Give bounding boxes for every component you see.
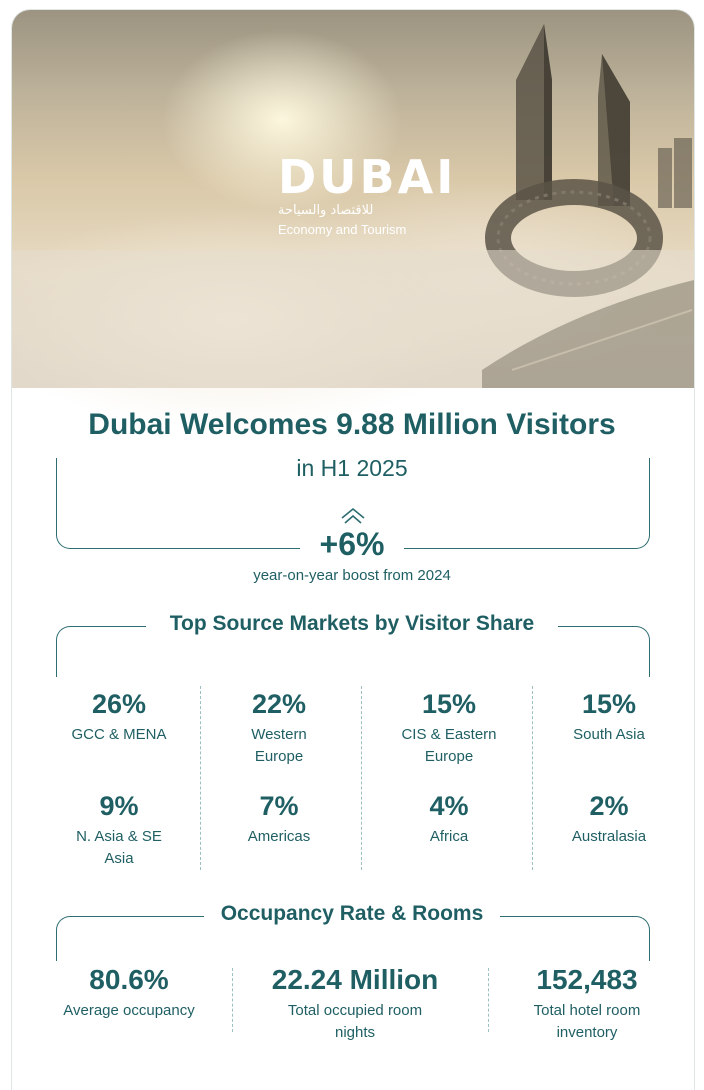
occupancy-value: 80.6% [89, 964, 169, 995]
market-share: 9% [99, 791, 139, 821]
market-stat: 7% Americas [204, 788, 354, 848]
market-stat: 2% Australasia [534, 788, 684, 848]
market-label: Americas [247, 828, 311, 845]
logo-tagline: Economy and Tourism [278, 222, 407, 237]
frame-gap [204, 904, 500, 924]
market-stat: 9% N. Asia & SE Asia [44, 788, 194, 870]
frame-gap [300, 540, 404, 554]
room-inventory-stat: 152,483 Total hotel room inventory [506, 962, 668, 1044]
skyline-illustration [12, 24, 694, 388]
room-nights-stat: 22.24 Million Total occupied room nights [250, 962, 460, 1044]
market-stat: 15% CIS & Eastern Europe [374, 686, 524, 768]
market-label: CIS & Eastern Europe [401, 726, 497, 765]
dubai-logo: DUBAI للاقتصاد والسياحة Economy and Tour… [278, 150, 457, 238]
market-share: 7% [259, 791, 299, 821]
occupancy-label: Average occupancy [63, 1002, 195, 1019]
market-label: Western Europe [251, 726, 307, 765]
market-stat: 4% Africa [374, 788, 524, 848]
market-label: Australasia [571, 828, 647, 845]
column-divider [532, 686, 533, 870]
market-label: South Asia [573, 726, 645, 743]
market-share: 15% [581, 689, 637, 719]
market-share: 26% [91, 689, 147, 719]
market-share: 22% [251, 689, 307, 719]
column-divider [361, 686, 362, 870]
room-inventory-value: 152,483 [536, 964, 638, 995]
column-divider [200, 686, 201, 870]
markets-title: Top Source Markets by Visitor Share [169, 612, 535, 635]
market-label: N. Asia & SE Asia [76, 828, 162, 867]
room-nights-label: Total occupied room nights [287, 1002, 423, 1041]
headline-subtitle: in H1 2025 [296, 455, 408, 481]
market-label: GCC & MENA [71, 726, 167, 743]
occupancy-stat: 80.6% Average occupancy [44, 962, 214, 1022]
market-stat: 15% South Asia [534, 686, 684, 746]
headline-title: Dubai Welcomes 9.88 Million Visitors [88, 408, 616, 441]
market-share: 15% [421, 689, 477, 719]
growth-value: +6% [319, 526, 385, 562]
frame-gap [146, 616, 558, 636]
market-share: 2% [589, 791, 629, 821]
market-label: Africa [429, 828, 469, 845]
market-share: 4% [429, 791, 469, 821]
room-nights-value: 22.24 Million [271, 964, 439, 995]
column-divider [232, 968, 233, 1032]
room-inventory-label: Total hotel room inventory [533, 1002, 641, 1041]
market-stat: 26% GCC & MENA [44, 686, 194, 746]
logo-wordmark: DUBAI [278, 150, 457, 204]
growth-caption: year-on-year boost from 2024 [253, 567, 451, 584]
double-chevron-up-icon [341, 507, 365, 524]
logo-arabic-text: للاقتصاد والسياحة [278, 203, 374, 218]
market-stat: 22% Western Europe [204, 686, 354, 768]
infographic-card: DUBAI للاقتصاد والسياحة Economy and Tour… [12, 10, 694, 1090]
occupancy-title: Occupancy Rate & Rooms [220, 902, 484, 925]
markets-grid: 26% GCC & MENA 22% Western Europe 15% CI… [40, 686, 660, 870]
hero-image: DUBAI للاقتصاد والسياحة Economy and Tour… [12, 10, 694, 430]
column-divider [488, 968, 489, 1032]
